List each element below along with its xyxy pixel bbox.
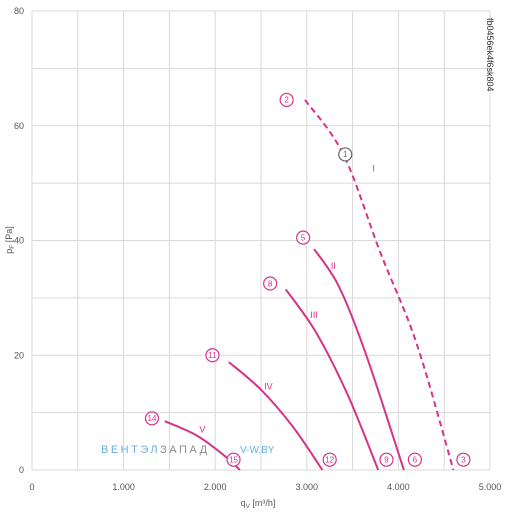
watermark-part1: ВЕНТЭЛ — [101, 444, 160, 456]
point-marker-label: 2 — [284, 96, 289, 105]
point-marker-circle — [407, 452, 422, 467]
grid-lines — [31, 10, 491, 471]
point-marker-circle — [456, 452, 471, 467]
x-tick-label: 3.000 — [296, 482, 319, 492]
point-marker-label: 11 — [208, 351, 217, 360]
point-marker-label: 12 — [325, 455, 334, 464]
x-tick-label: 0 — [29, 482, 34, 492]
point-marker-label: 6 — [413, 455, 418, 464]
x-tick-label: 4.000 — [387, 482, 410, 492]
point-marker-circle — [263, 276, 278, 291]
x-tick-label: 1.000 — [112, 482, 135, 492]
point-marker-label: 8 — [268, 279, 273, 288]
point-marker-8: 8 — [263, 276, 278, 291]
point-marker-12: 12 — [322, 452, 337, 467]
y-tick-label: 80 — [14, 6, 24, 16]
svg-text:ВЕНТЭЛЗАПАД: ВЕНТЭЛЗАПАД — [101, 444, 210, 456]
point-marker-3: 3 — [456, 452, 471, 467]
series-curve-iii — [284, 288, 380, 471]
y-tick-label: 40 — [14, 236, 24, 246]
point-marker-circle — [226, 452, 241, 467]
point-marker-circle — [205, 348, 220, 363]
x-tick-label: 5.000 — [479, 482, 502, 492]
point-marker-label: 3 — [461, 455, 466, 464]
point-marker-circle — [379, 452, 394, 467]
point-marker-circle — [279, 92, 294, 108]
point-marker-14: 14 — [144, 411, 160, 426]
point-marker-circle — [144, 411, 160, 426]
watermark-part3: V-W.BY — [240, 445, 275, 456]
point-marker-label: 1 — [343, 150, 348, 159]
point-marker-circle — [322, 452, 337, 467]
point-marker-15: 15 — [226, 452, 241, 467]
point-marker-9: 9 — [379, 452, 394, 467]
point-marker-label: 5 — [301, 233, 306, 242]
x-tick-labels: 0 1.000 2.000 3.000 4.000 5.000 — [29, 482, 501, 492]
point-marker-label: 14 — [148, 414, 157, 423]
side-code: fb0456ek4f6sk804 — [485, 18, 495, 92]
point-marker-2: 2 — [279, 92, 294, 108]
point-marker-1: 1 — [338, 147, 353, 162]
series-curve-i — [304, 99, 455, 471]
series-label-iii: III — [310, 310, 318, 320]
y-tick-label: 0 — [19, 465, 24, 475]
series-curve-iv — [228, 361, 324, 471]
y-axis-label: pF [Pa] — [4, 226, 16, 254]
x-axis-label: qV [m³/h] — [241, 498, 276, 510]
point-marker-circle — [338, 147, 353, 162]
point-marker-label: 9 — [384, 455, 389, 464]
point-marker-5: 5 — [296, 230, 311, 245]
series-label-ii: II — [331, 261, 336, 271]
series-label-iv: IV — [264, 382, 273, 392]
watermark-part2: ЗАПАД — [160, 444, 209, 456]
series-label-v: V — [199, 425, 205, 435]
series-curve-ii — [313, 248, 405, 471]
point-marker-label: 15 — [229, 455, 238, 464]
watermark: ВЕНТЭЛЗАПАД V-W.BY — [101, 444, 275, 456]
series-curves — [164, 99, 455, 471]
y-tick-label: 60 — [14, 121, 24, 131]
y-tick-labels: 0 20 40 60 80 — [14, 6, 24, 475]
point-marker-6: 6 — [407, 452, 422, 467]
point-marker-circle — [296, 230, 311, 245]
x-tick-label: 2.000 — [204, 482, 227, 492]
series-label-i: I — [372, 164, 375, 174]
y-tick-label: 20 — [14, 350, 24, 360]
point-marker-11: 11 — [205, 348, 220, 363]
